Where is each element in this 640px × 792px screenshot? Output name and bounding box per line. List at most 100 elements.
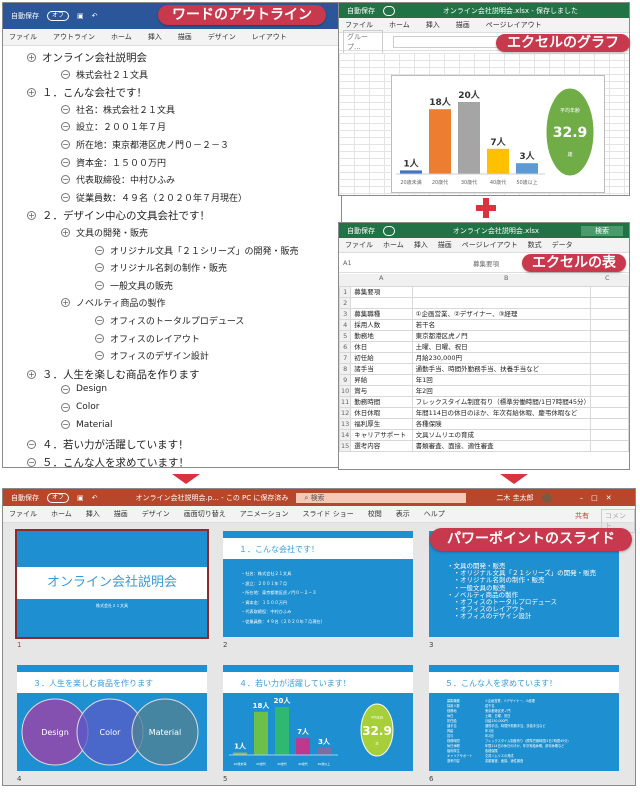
cell-c[interactable] (590, 341, 629, 353)
col-header[interactable]: A (379, 274, 384, 282)
collapse-minus-icon[interactable]: − (61, 157, 70, 167)
collapse-minus-icon[interactable]: − (95, 351, 104, 361)
user-name[interactable]: 二木 圭太郎 (496, 493, 534, 502)
formula-input[interactable]: 募集要項 (473, 259, 499, 268)
outline-item[interactable]: − 一般文具の販売 (95, 279, 173, 292)
cell-a[interactable]: 昇給 (350, 374, 413, 386)
cell-a[interactable]: 休日 (350, 341, 413, 353)
collapse-minus-icon[interactable]: − (61, 140, 70, 149)
outline-item[interactable]: − Color (61, 402, 100, 412)
expand-plus-icon[interactable]: + (61, 298, 70, 308)
row-number[interactable]: 5 (339, 330, 352, 342)
expand-plus-icon[interactable]: + (27, 211, 36, 221)
outline-item[interactable]: + オンライン会社説明会 (27, 50, 147, 65)
cell-c[interactable] (590, 418, 629, 430)
cell-b[interactable]: 年1回 (411, 374, 592, 386)
ribbon-tab[interactable]: データ (551, 241, 573, 249)
autosave-toggle[interactable] (383, 5, 395, 16)
cell-a[interactable]: 募集要項 (350, 286, 413, 298)
save-icon[interactable]: ▣ (77, 493, 84, 502)
outline-item[interactable]: − Design (61, 384, 107, 394)
ribbon-tab[interactable]: アウトライン (53, 33, 95, 41)
expand-plus-icon[interactable]: + (27, 369, 36, 379)
collapse-minus-icon[interactable]: − (95, 316, 104, 325)
collapse-minus-icon[interactable]: − (95, 280, 104, 290)
cell-b[interactable] (411, 286, 592, 298)
outline-item[interactable]: + 文具の開発・販売 (61, 226, 148, 239)
collapse-minus-icon[interactable]: − (95, 245, 104, 255)
expand-plus-icon[interactable]: + (27, 88, 36, 98)
ribbon-tab[interactable]: ファイル (9, 510, 37, 518)
ribbon-tab[interactable]: 挿入 (147, 33, 162, 41)
row-number[interactable]: 14 (339, 429, 352, 441)
cell-b[interactable] (411, 297, 592, 309)
slide-thumbnail-1[interactable]: オンライン会社説明会 株式会社２１文具 (15, 529, 209, 639)
ribbon-tab[interactable]: レイアウト (251, 33, 287, 41)
cell-a[interactable]: 福利厚生 (350, 418, 413, 430)
undo-icon[interactable]: ↶ (91, 12, 98, 20)
cell-a[interactable]: 採用人数 (350, 319, 413, 331)
outline-item[interactable]: +２．デザイン中心の文具会社です！ (27, 208, 210, 223)
cell-a[interactable]: 選考内容 (350, 440, 413, 452)
undo-icon[interactable]: ↶ (91, 493, 98, 502)
outline-item[interactable]: − 代表取締役：中村ひふみ (61, 173, 175, 186)
name-box[interactable]: グループ... (343, 29, 383, 54)
outline-item[interactable]: − 所在地：東京都港区虎ノ門０－２－３ (61, 138, 229, 151)
row-number[interactable]: 8 (339, 363, 352, 375)
row-number[interactable]: 6 (339, 341, 352, 353)
cell-b[interactable]: 通勤手当、時間外勤務手当、扶養手当など (411, 363, 592, 375)
cell-c[interactable] (590, 429, 629, 441)
cell-c[interactable] (590, 396, 629, 408)
cell-b[interactable]: 年間114日の休日のほか、年次有給休暇、慶弔休暇など (411, 407, 592, 419)
autosave-toggle[interactable]: オフ (47, 492, 70, 503)
ribbon-tab[interactable]: 校閲 (367, 510, 382, 518)
cell-c[interactable] (590, 407, 629, 419)
ribbon-tab[interactable]: ホーム (389, 21, 410, 29)
expand-plus-icon[interactable]: + (27, 53, 36, 62)
outline-item[interactable]: + ノベルティ商品の製作 (61, 296, 165, 309)
cell-b[interactable]: 書類審査、面接、適性審査 (411, 440, 592, 452)
outline-item[interactable]: −４．若い力が活躍しています！ (27, 437, 189, 452)
outline-item[interactable]: +３．人生を楽しむ商品を作ります (27, 367, 200, 382)
ribbon-tab[interactable]: ページレイアウト (485, 21, 542, 29)
row-number[interactable]: 9 (339, 374, 352, 386)
ribbon-tab[interactable]: スライド ショー (302, 510, 354, 518)
ribbon-tab[interactable]: 描画 (113, 510, 128, 518)
ribbon-tab[interactable]: 数式 (527, 241, 542, 249)
cell-a[interactable]: 休日休暇 (350, 407, 413, 419)
cell-a[interactable] (350, 297, 413, 309)
collapse-minus-icon[interactable]: − (61, 69, 70, 79)
chart-object[interactable]: 1人 20歳未満 18人 20歳代 20人 30歳代 7人 40歳代 3人 50歳以上 平均年齢 32… (391, 75, 605, 193)
cell-b[interactable]: 月給230,000円 (411, 352, 592, 364)
ribbon-tab[interactable]: 描画 (437, 241, 452, 249)
outline-item[interactable]: − 従業員数：４９名（２０２０年７月現在） (61, 191, 247, 204)
cell-c[interactable] (590, 297, 629, 309)
outline-item[interactable]: − オフィスのレイアウト (95, 332, 200, 345)
outline-item[interactable]: − Material (61, 420, 113, 430)
cell-b[interactable]: 東京都港区虎ノ門 (411, 330, 592, 342)
ribbon-tab[interactable]: ヘルプ (423, 510, 445, 518)
name-box[interactable]: A1 (343, 258, 352, 267)
save-icon[interactable]: ▣ (77, 12, 84, 20)
collapse-minus-icon[interactable]: − (61, 192, 70, 202)
row-number[interactable]: 10 (339, 385, 352, 397)
row-number[interactable]: 11 (339, 396, 352, 408)
ribbon-tab[interactable]: 挿入 (413, 241, 428, 249)
ribbon-tab[interactable]: 画面切り替え (183, 510, 226, 518)
collapse-minus-icon[interactable]: − (27, 440, 36, 450)
outline-item[interactable]: − 社名：株式会社２１文具 (61, 103, 175, 116)
col-header[interactable]: B (504, 274, 509, 282)
cell-c[interactable] (590, 308, 629, 320)
minimize-icon[interactable]: – (579, 493, 584, 502)
slide-thumbnail-6[interactable]: ５．こんな人を求めています！ 募集職種 ①企画営業、②デザイナー、③経理 採用人数 若干… (429, 665, 619, 771)
ribbon-tab[interactable]: ファイル (345, 241, 373, 249)
row-number[interactable]: 15 (339, 440, 352, 452)
collapse-minus-icon[interactable]: − (61, 402, 70, 412)
avatar[interactable] (541, 492, 552, 503)
slide-thumbnail-4[interactable]: ３．人生を楽しむ商品を作ります Design Color Material (17, 665, 207, 771)
maximize-icon[interactable]: □ (591, 493, 598, 502)
outline-item[interactable]: − 資本金：１５００万円 (61, 156, 166, 169)
row-number[interactable]: 7 (339, 352, 352, 364)
ribbon-tab[interactable]: デザイン (207, 33, 236, 41)
ribbon-tab[interactable]: 描画 (455, 21, 470, 29)
